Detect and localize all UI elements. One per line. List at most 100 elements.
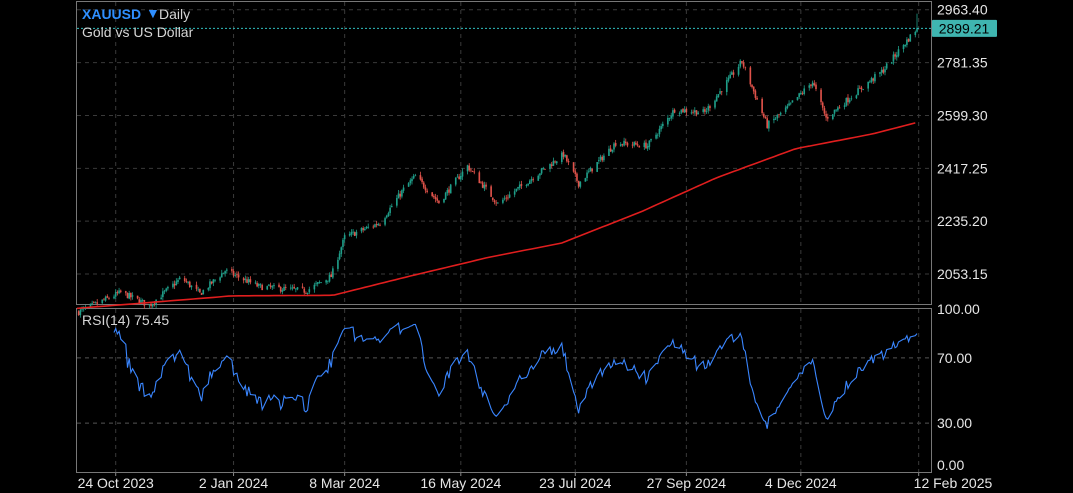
candle-body bbox=[596, 162, 598, 172]
candle bbox=[296, 286, 299, 291]
candle-body bbox=[396, 198, 398, 206]
candle-body bbox=[219, 277, 221, 281]
candle-body bbox=[269, 285, 272, 287]
candle bbox=[493, 199, 496, 205]
candle bbox=[485, 182, 487, 190]
candle-body bbox=[661, 123, 664, 127]
candle-body bbox=[776, 115, 779, 119]
candle bbox=[739, 59, 742, 69]
candle bbox=[330, 271, 333, 278]
price-tick-label: 2781.35 bbox=[937, 55, 988, 71]
candle bbox=[130, 292, 132, 301]
candle bbox=[601, 155, 604, 163]
candle bbox=[118, 287, 120, 295]
candle-body bbox=[449, 184, 452, 194]
candle bbox=[419, 171, 422, 181]
candle bbox=[259, 283, 262, 288]
candle bbox=[693, 107, 696, 115]
candle-body bbox=[471, 171, 474, 172]
candle bbox=[207, 287, 210, 292]
candle bbox=[163, 289, 166, 295]
candle bbox=[577, 180, 580, 189]
candle bbox=[195, 281, 198, 292]
candle-body bbox=[732, 72, 735, 75]
candle-body bbox=[291, 287, 294, 289]
candle-body bbox=[397, 193, 400, 199]
candle-body bbox=[815, 84, 817, 90]
candle-body bbox=[473, 171, 476, 173]
candle-body bbox=[643, 142, 646, 148]
candle-body bbox=[128, 293, 131, 299]
candle bbox=[800, 91, 802, 96]
candle-body bbox=[340, 247, 343, 254]
candle-body bbox=[318, 282, 321, 284]
candle bbox=[384, 216, 386, 227]
candle bbox=[897, 45, 900, 58]
candle-body bbox=[517, 186, 519, 189]
candle bbox=[847, 94, 849, 106]
candle bbox=[527, 183, 529, 187]
candle-body bbox=[79, 309, 82, 316]
symbol-label[interactable]: XAUUSD bbox=[82, 6, 141, 22]
candle-body bbox=[303, 288, 306, 293]
candle bbox=[550, 161, 553, 169]
candle bbox=[315, 280, 317, 287]
candle-body bbox=[231, 269, 233, 271]
candle bbox=[848, 97, 851, 104]
candle bbox=[833, 109, 836, 117]
candle-body bbox=[224, 271, 226, 274]
candle-body bbox=[138, 299, 141, 304]
timeframe-label[interactable]: Daily bbox=[159, 6, 190, 22]
candle-body bbox=[461, 171, 464, 177]
candle bbox=[586, 169, 588, 181]
candle bbox=[185, 278, 188, 284]
candle-body bbox=[326, 280, 329, 282]
candle-body bbox=[725, 80, 728, 93]
candle-body bbox=[284, 287, 287, 288]
candle bbox=[643, 140, 646, 150]
candle-body bbox=[672, 110, 674, 117]
candle-body bbox=[119, 290, 122, 292]
candle-body bbox=[126, 292, 129, 299]
candle-body bbox=[466, 165, 469, 172]
candle-body bbox=[683, 109, 686, 113]
candle bbox=[564, 154, 566, 158]
candle bbox=[815, 82, 817, 92]
candle-body bbox=[576, 173, 578, 181]
candle-body bbox=[209, 281, 211, 289]
candle-body bbox=[529, 180, 531, 184]
candle bbox=[598, 157, 600, 165]
candle bbox=[113, 294, 115, 300]
candle-body bbox=[791, 100, 794, 103]
candle-body bbox=[421, 178, 423, 183]
candle-body bbox=[673, 109, 676, 113]
candle bbox=[340, 246, 343, 257]
candle bbox=[124, 290, 127, 296]
candle bbox=[273, 283, 275, 289]
candle-body bbox=[426, 190, 428, 192]
symbol-dropdown-icon[interactable]: ▼ bbox=[146, 5, 160, 21]
candle bbox=[295, 288, 297, 293]
candle-body bbox=[727, 77, 730, 81]
candle-body bbox=[103, 299, 105, 301]
candle-body bbox=[348, 233, 351, 236]
candle-body bbox=[278, 284, 280, 288]
candle bbox=[609, 145, 612, 153]
candle bbox=[784, 105, 787, 114]
candle bbox=[820, 87, 822, 106]
candle bbox=[741, 61, 743, 65]
candle-body bbox=[518, 184, 521, 188]
candle-body bbox=[587, 171, 590, 173]
candle-body bbox=[655, 134, 657, 139]
candle bbox=[554, 160, 556, 164]
candle bbox=[473, 168, 476, 175]
candle-body bbox=[210, 281, 213, 284]
candle bbox=[858, 85, 861, 89]
candle bbox=[443, 198, 445, 204]
candle-body bbox=[261, 284, 263, 291]
last-price-label: 2899.21 bbox=[939, 20, 990, 36]
candle-body bbox=[116, 292, 119, 294]
candle bbox=[104, 295, 107, 302]
candle bbox=[249, 276, 252, 285]
candle-body bbox=[273, 285, 275, 287]
